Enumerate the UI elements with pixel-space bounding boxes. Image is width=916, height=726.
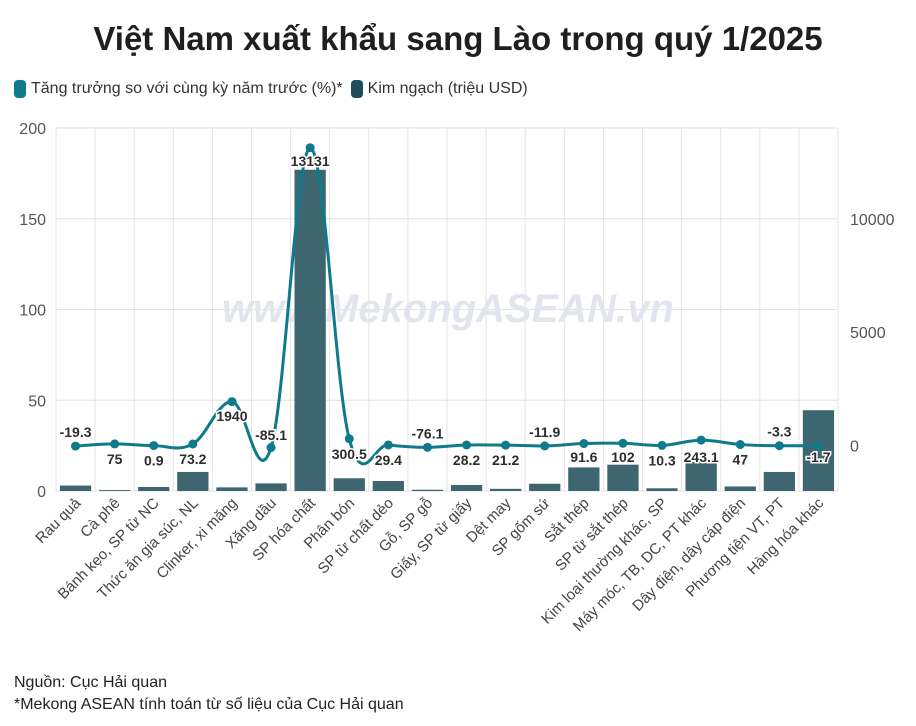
data-label: 102 — [611, 449, 635, 465]
growth-point-3 — [149, 441, 159, 451]
data-label: -19.3 — [60, 424, 92, 440]
growth-point-17 — [696, 435, 706, 445]
bar-4 — [177, 471, 209, 491]
data-label: 10.3 — [648, 452, 675, 468]
growth-point-4 — [188, 439, 198, 449]
data-label: 300.5 — [332, 446, 367, 462]
bar-7 — [294, 169, 326, 491]
bar-5 — [216, 487, 248, 491]
data-label: 91.6 — [570, 449, 597, 465]
growth-point-7 — [305, 143, 315, 153]
data-label: 1940 — [216, 408, 247, 424]
data-label: 28.2 — [453, 452, 480, 468]
growth-point-9 — [383, 440, 393, 450]
y-right-tick-label: 0 — [850, 439, 859, 456]
data-label: -85.1 — [255, 427, 287, 443]
y-left-tick-label: 0 — [37, 484, 46, 501]
growth-point-13 — [540, 441, 550, 451]
bar-15 — [607, 464, 639, 491]
y-left-tick-label: 150 — [19, 212, 46, 229]
bar-2 — [99, 490, 131, 491]
data-label: -3.3 — [767, 424, 791, 440]
legend-item-value: Kim ngạch (triệu USD) — [350, 80, 528, 98]
y-left-tick-label: 100 — [19, 303, 46, 320]
bar-19 — [763, 471, 795, 491]
data-label: 75 — [107, 451, 123, 467]
bar-16 — [646, 488, 678, 491]
growth-point-18 — [735, 440, 745, 450]
growth-point-19 — [774, 441, 784, 451]
bar-8 — [333, 478, 365, 491]
source-text: Nguồn: Cục Hải quan — [14, 674, 167, 691]
data-label: -11.9 — [529, 424, 560, 440]
data-label: 13131 — [291, 153, 330, 169]
y-left-tick-label: 50 — [28, 393, 46, 410]
data-label: -76.1 — [411, 425, 443, 441]
growth-point-20 — [813, 441, 823, 451]
data-label: 243.1 — [684, 449, 719, 465]
bar-14 — [568, 467, 600, 491]
growth-point-6 — [266, 443, 276, 453]
chart-title: Việt Nam xuất khẩu sang Lào trong quý 1/… — [93, 20, 823, 57]
growth-point-11 — [462, 440, 472, 450]
legend-item-growth: Tăng trưởng so với cùng kỳ năm trước (%)… — [14, 80, 343, 98]
data-label: 47 — [732, 452, 748, 468]
legend-swatch-value — [350, 80, 363, 98]
data-label: -1.7 — [806, 449, 830, 465]
growth-point-15 — [618, 438, 628, 448]
legend-swatch-growth — [14, 80, 26, 98]
bar-12 — [490, 488, 522, 491]
growth-point-1 — [71, 441, 81, 451]
data-label: 29.4 — [375, 452, 402, 468]
y-left-tick-label: 200 — [19, 121, 46, 138]
legend-label-value: Kim ngạch (triệu USD) — [367, 80, 528, 97]
data-label: 73.2 — [179, 451, 206, 467]
x-tick-label: Rau quả — [32, 494, 85, 547]
bar-10 — [411, 489, 444, 491]
growth-point-5 — [227, 397, 237, 407]
y-right-tick-label: 10000 — [850, 212, 895, 229]
bar-9 — [372, 481, 404, 491]
legend-label-growth: Tăng trưởng so với cùng kỳ năm trước (%)… — [31, 80, 343, 97]
legend: Tăng trưởng so với cùng kỳ năm trước (%)… — [14, 80, 536, 98]
bar-3 — [138, 487, 170, 491]
bar-17 — [685, 461, 717, 491]
bar-11 — [450, 485, 483, 491]
y-right-tick-label: 5000 — [850, 325, 886, 342]
growth-point-14 — [579, 439, 589, 449]
growth-point-8 — [344, 434, 354, 444]
growth-point-10 — [422, 442, 432, 452]
growth-point-12 — [501, 440, 511, 450]
data-label: 0.9 — [144, 453, 164, 469]
bar-20 — [802, 410, 835, 491]
growth-point-16 — [657, 440, 667, 450]
data-label: 21.2 — [492, 452, 519, 468]
footnote-text: *Mekong ASEAN tính toán từ số liệu của C… — [14, 696, 404, 713]
source-notes: Nguồn: Cục Hải quan *Mekong ASEAN tính t… — [14, 672, 404, 716]
growth-point-2 — [110, 439, 120, 449]
bar-1 — [59, 485, 92, 491]
bar-6 — [255, 483, 287, 491]
bar-13 — [529, 483, 561, 491]
bar-18 — [724, 486, 756, 491]
